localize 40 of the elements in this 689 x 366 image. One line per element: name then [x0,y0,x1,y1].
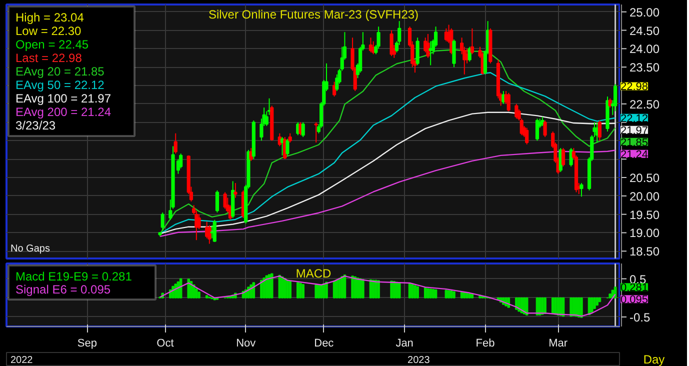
x-tick-label: Feb [476,338,495,350]
text: EAvg 20 = 21.85 [16,64,105,78]
data-label: 21.97 [620,124,648,137]
data-label: 21.85 [620,136,648,149]
annotation: Open = 22.45 [16,38,89,52]
chart-title: MACD [296,266,332,280]
chart-title: Silver Online Futures Mar-23 (SVFH23) [208,8,419,22]
y-tick-label: 20.00 [630,189,660,204]
annotation: Last = 22.98 [16,51,82,65]
y-tick-label: 19.00 [630,226,660,240]
annotation: No Gaps [10,244,50,254]
y-tick-label: 24.00 [630,42,660,56]
text: EAvg 100 = 21.97 [16,92,112,106]
y-tick-label: 22.50 [630,97,660,112]
x-tick-label: Oct [156,338,174,350]
data-label: 21.24 [620,148,648,161]
x-tick-label: Mar [548,338,568,350]
text: 2022 [10,355,34,366]
x-tick-label: Sep [77,338,97,350]
y-tick-label: 23.50 [630,60,660,75]
annotation: 22.98 [620,81,648,94]
y-tick-label: 18.50 [630,244,660,259]
y-tick-label: 20.50 [630,171,660,186]
y-tick-label: 25.00 [630,5,660,20]
text: Signal E6 = 0.095 [16,282,111,296]
x-tick-label: Dec [314,338,334,350]
annotation: Low = 22.30 [16,24,82,38]
text: Macd E19-E9 = 0.281 [16,270,132,284]
text: EAvg 200 = 21.24 [16,105,112,119]
annotation: High = 23.04 [16,10,84,24]
text: 2023 [408,355,430,366]
y-tick-label: -0.5 [630,310,651,324]
annotation: 3/23/23 [16,118,56,132]
y-tick-label: 24.50 [630,24,660,38]
data-label: 22.12 [620,112,648,125]
text: EAvg 50 = 22.12 [16,78,105,92]
x-tick-label: Jan [396,338,414,350]
y-tick-label: 19.50 [630,208,660,222]
text: Day [643,352,665,366]
x-tick-label: Nov [236,338,256,350]
